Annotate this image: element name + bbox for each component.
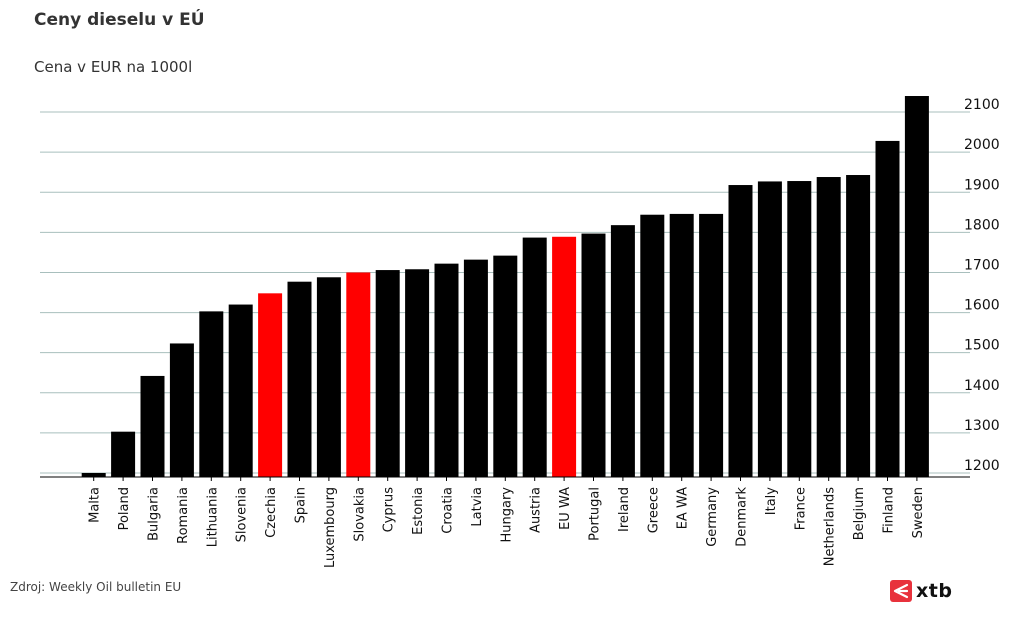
bar-ireland xyxy=(610,225,635,477)
x-tick-label: Ireland xyxy=(617,487,632,532)
x-tick-label: Slovenia xyxy=(235,487,250,542)
bar-lithuania xyxy=(199,311,224,477)
bar-estonia xyxy=(405,269,430,477)
y-tick-label: 1300 xyxy=(964,418,1000,434)
x-tick-label: Spain xyxy=(294,487,309,523)
x-tick-label: Bulgaria xyxy=(147,487,162,541)
y-tick-label: 1500 xyxy=(964,338,1000,354)
chart-subtitle: Cena v EUR na 1000l xyxy=(34,58,193,76)
bar-sweden xyxy=(904,96,929,478)
x-tick-label: France xyxy=(793,487,808,530)
x-tick-label: Croatia xyxy=(441,487,456,534)
x-tick-label: Austria xyxy=(529,487,544,533)
bar-latvia xyxy=(463,259,488,477)
bar-czechia xyxy=(258,293,283,477)
x-tick-label: Sweden xyxy=(911,487,926,538)
x-tick-label: Hungary xyxy=(499,487,514,543)
bar-slovakia xyxy=(346,272,371,477)
y-tick-label: 2000 xyxy=(964,137,1000,153)
bar-spain xyxy=(287,281,312,477)
bar-poland xyxy=(111,431,136,477)
y-tick-label: 1200 xyxy=(964,458,1000,474)
bar-croatia xyxy=(434,263,459,477)
x-tick-label: EA WA xyxy=(676,487,691,529)
bar-austria xyxy=(522,237,547,477)
y-tick-label: 1900 xyxy=(964,177,1000,193)
bar-luxembourg xyxy=(316,277,341,477)
bar-denmark xyxy=(728,185,753,477)
x-tick-label: Romania xyxy=(176,487,191,544)
chart-title: Ceny dieselu v EÚ xyxy=(34,10,205,30)
x-tick-label: Latvia xyxy=(470,487,485,527)
gridlines xyxy=(40,111,970,474)
y-tick-label: 2100 xyxy=(964,97,1000,113)
x-tick-label: Greece xyxy=(646,487,661,533)
brand-logo: xtb xyxy=(890,580,952,602)
x-tick-label: Denmark xyxy=(735,487,750,547)
bar-greece xyxy=(640,214,665,477)
x-tick-label: Czechia xyxy=(264,487,279,538)
bar-netherlands xyxy=(816,177,841,478)
bars xyxy=(81,96,929,478)
bar-finland xyxy=(875,140,900,478)
x-tick-labels: Malta Poland Bulgaria Romania Lithuania Slove… xyxy=(88,487,926,568)
y-tick-label: 1800 xyxy=(964,217,1000,233)
x-tick-label: Italy xyxy=(764,487,779,516)
x-tick-label: Cyprus xyxy=(382,487,397,533)
bar-ea-wa xyxy=(669,213,694,477)
x-tick-label: EU WA xyxy=(558,487,573,530)
x-tick-label: Malta xyxy=(88,487,103,523)
bar-bulgaria xyxy=(140,375,165,477)
source-note: Zdroj: Weekly Oil bulletin EU xyxy=(10,580,182,594)
x-tick-label: Netherlands xyxy=(823,487,838,566)
x-tick-label: Belgium xyxy=(852,487,867,540)
bar-slovenia xyxy=(228,304,253,477)
y-tick-label: 1700 xyxy=(964,257,1000,273)
x-tick-label: Finland xyxy=(882,487,897,533)
x-tick-label: Slovakia xyxy=(352,487,367,542)
x-tick-label: Germany xyxy=(705,487,720,547)
xtb-logo-icon xyxy=(890,580,912,602)
x-tick-label: Portugal xyxy=(588,487,603,541)
x-tick-label: Estonia xyxy=(411,487,426,535)
bar-germany xyxy=(699,213,724,477)
x-tick-label: Luxembourg xyxy=(323,487,338,568)
axes xyxy=(40,476,970,481)
bar-france xyxy=(787,181,812,477)
y-tick-label: 1600 xyxy=(964,298,1000,314)
bar-hungary xyxy=(493,255,518,477)
y-tick-label: 1400 xyxy=(964,378,1000,394)
logo-text: xtb xyxy=(916,580,953,602)
bar-cyprus xyxy=(375,270,400,477)
x-tick-label: Lithuania xyxy=(205,487,220,547)
x-tick-label: Poland xyxy=(117,487,132,530)
bar-eu-wa xyxy=(552,236,577,477)
bar-portugal xyxy=(581,233,606,477)
bar-belgium xyxy=(846,175,871,477)
bar-italy xyxy=(757,181,782,477)
bar-malta xyxy=(81,472,106,477)
y-tick-labels: 1200 1300 1400 1500 1600 1700 1800 1900 2000 2100 xyxy=(964,97,1000,474)
bar-romania xyxy=(169,343,194,477)
